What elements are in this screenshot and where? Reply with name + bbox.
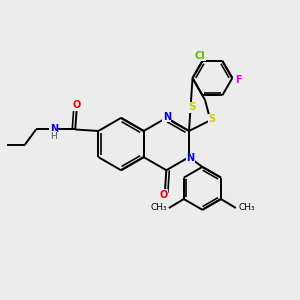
Text: O: O <box>159 190 167 200</box>
Text: CH₃: CH₃ <box>239 203 255 212</box>
Text: N: N <box>186 153 194 163</box>
Text: N: N <box>163 112 171 122</box>
Text: N: N <box>50 124 58 134</box>
Text: O: O <box>73 100 81 110</box>
Text: CH₃: CH₃ <box>151 203 167 212</box>
Text: S: S <box>188 102 196 112</box>
Text: F: F <box>236 75 242 85</box>
Text: Cl: Cl <box>195 50 206 61</box>
Text: S: S <box>208 114 215 124</box>
Text: H: H <box>50 131 57 140</box>
